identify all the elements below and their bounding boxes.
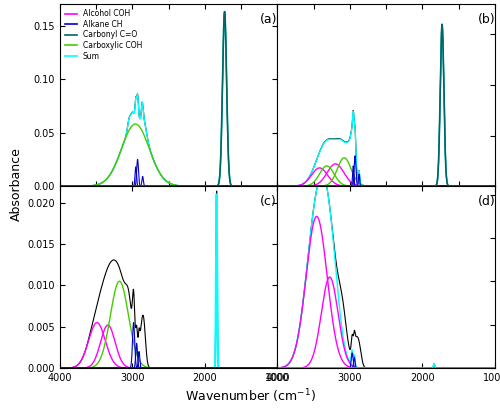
Text: Wavenumber (cm$^{-1}$): Wavenumber (cm$^{-1}$) — [184, 387, 316, 405]
Text: (b): (b) — [478, 13, 495, 26]
Text: (a): (a) — [260, 13, 278, 26]
Legend: Alcohol COH, Alkane CH, Carbonyl C=O, Carboxylic COH, Sum: Alcohol COH, Alkane CH, Carbonyl C=O, Ca… — [64, 8, 144, 62]
Text: (c): (c) — [260, 195, 277, 208]
Text: (d): (d) — [478, 195, 496, 208]
Text: Absorbance: Absorbance — [10, 147, 23, 221]
